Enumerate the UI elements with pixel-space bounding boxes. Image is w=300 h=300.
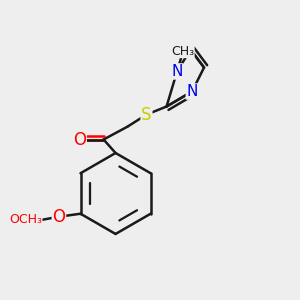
Text: N: N [171,64,183,79]
Text: OCH₃: OCH₃ [9,213,42,226]
Text: N: N [186,84,198,99]
Text: O: O [73,130,86,148]
Text: CH₃: CH₃ [171,44,194,58]
Text: S: S [141,106,152,124]
Text: O: O [52,208,65,226]
